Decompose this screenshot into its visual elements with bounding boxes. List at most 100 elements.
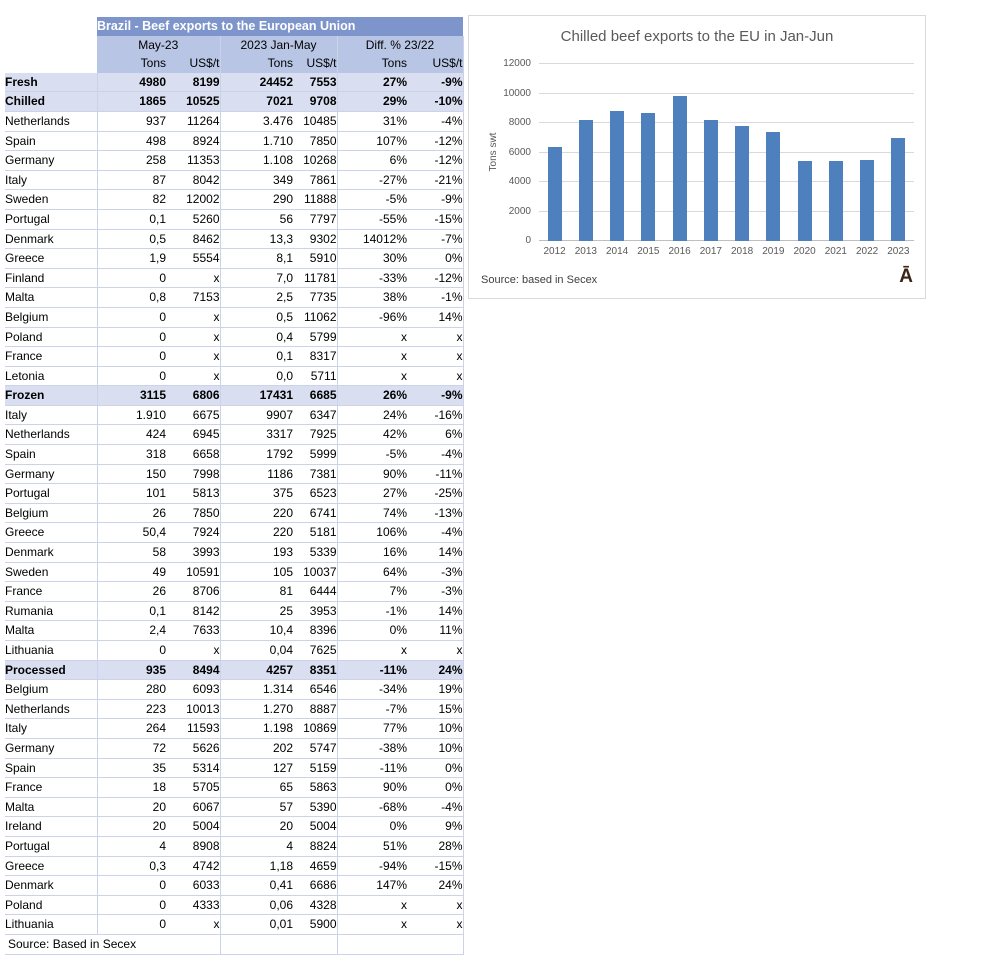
beef-exports-table: Brazil - Beef exports to the European Un… — [5, 17, 464, 955]
cell: 0,0 — [220, 366, 293, 387]
cell: 6347 — [293, 405, 338, 426]
cell: -94% — [337, 856, 407, 877]
cell: 29% — [337, 91, 407, 112]
cell: 2,4 — [97, 620, 166, 641]
row-label: Germany — [5, 150, 98, 171]
bar-slot — [852, 64, 883, 241]
cell: x — [407, 346, 464, 367]
x-tick-label: 2016 — [668, 246, 691, 257]
row-label: Portugal — [5, 836, 98, 857]
row-label: Spain — [5, 131, 98, 152]
cell: 1186 — [220, 464, 293, 485]
cell: 0% — [337, 620, 407, 641]
cell: 14% — [407, 601, 464, 622]
cell: 101 — [97, 483, 166, 504]
cell: 0,5 — [97, 229, 166, 250]
cell: 937 — [97, 111, 166, 132]
cell: 3115 — [97, 385, 166, 406]
bar-2016 — [672, 95, 687, 241]
cell: 11781 — [293, 268, 338, 289]
row-label: Spain — [5, 444, 98, 465]
x-tick-label: 2013 — [574, 246, 597, 257]
cell: 220 — [220, 503, 293, 524]
x-tick-label: 2021 — [824, 246, 847, 257]
cell: 14% — [407, 542, 464, 563]
row-label: Netherlands — [5, 111, 98, 132]
cell: 65 — [220, 777, 293, 798]
plot-area — [539, 63, 914, 241]
cell: 0 — [97, 875, 166, 896]
bar-2015 — [641, 112, 656, 241]
cell: 24452 — [220, 72, 293, 93]
table-row: Greece 0,3 4742 1,18 4659 -94% -15% — [5, 856, 464, 877]
cell: -16% — [407, 405, 464, 426]
row-label: Ireland — [5, 816, 98, 837]
section-row: Processed 935 8494 4257 8351 -11% 24% — [5, 660, 464, 681]
table-source-row: Source: Based in Secex — [5, 934, 464, 955]
y-tick-label: 0 — [525, 235, 531, 246]
cell: 0,1 — [97, 601, 166, 622]
bar-slot — [883, 64, 914, 241]
table-row: Ireland 20 5004 20 5004 0% 9% — [5, 816, 464, 837]
cell: 4742 — [166, 856, 221, 877]
cell: x — [166, 366, 221, 387]
row-label: Denmark — [5, 875, 98, 896]
table-row: Portugal 4 8908 4 8824 51% 28% — [5, 836, 464, 857]
cell: 5799 — [293, 327, 338, 348]
cell: -25% — [407, 483, 464, 504]
cell: 7625 — [293, 640, 338, 661]
cell: 20 — [97, 816, 166, 837]
cell: x — [166, 914, 221, 935]
cell: 5900 — [293, 914, 338, 935]
cell: 7553 — [293, 72, 338, 93]
cell: -27% — [337, 170, 407, 191]
cell: 8042 — [166, 170, 221, 191]
cell: 375 — [220, 483, 293, 504]
cell: 64% — [337, 562, 407, 583]
cell: -4% — [407, 111, 464, 132]
cell: 5711 — [293, 366, 338, 387]
row-label: France — [5, 581, 98, 602]
corner-glyph: Ā — [899, 266, 913, 287]
y-tick-label: 4000 — [508, 176, 531, 187]
cell: -12% — [407, 131, 464, 152]
bar-slot — [758, 64, 789, 241]
bar-2020 — [797, 160, 812, 241]
bar-2017 — [703, 120, 718, 241]
cell: 7797 — [293, 209, 338, 230]
cell: 0% — [407, 758, 464, 779]
cell: x — [166, 640, 221, 661]
cell: 9302 — [293, 229, 338, 250]
cell: 11264 — [166, 111, 221, 132]
cell: 9907 — [220, 405, 293, 426]
row-label: France — [5, 777, 98, 798]
table-row: France 26 8706 81 6444 7% -3% — [5, 581, 464, 602]
bar-slot — [539, 64, 570, 241]
cell: -11% — [407, 464, 464, 485]
blank-corner-cell — [5, 17, 97, 36]
cell: -11% — [337, 660, 407, 681]
row-label: Germany — [5, 738, 98, 759]
bar-slot — [664, 64, 695, 241]
bar-2018 — [735, 125, 750, 241]
cell: 14012% — [337, 229, 407, 250]
cell: 0% — [337, 816, 407, 837]
row-label: Germany — [5, 464, 98, 485]
cell: 57 — [220, 797, 293, 818]
cell: 0,41 — [220, 875, 293, 896]
table-row: Spain 35 5314 127 5159 -11% 0% — [5, 758, 464, 779]
cell: -21% — [407, 170, 464, 191]
cell: 18 — [97, 777, 166, 798]
row-label: Letonia — [5, 366, 98, 387]
cell: x — [407, 327, 464, 348]
cell: 5314 — [166, 758, 221, 779]
x-tick-label: 2014 — [606, 246, 629, 257]
gridline — [539, 181, 914, 182]
table-row: France 18 5705 65 5863 90% 0% — [5, 777, 464, 798]
table-row: Greece 1,9 5554 8,1 5910 30% 0% — [5, 248, 464, 269]
cell: 1,9 — [97, 248, 166, 269]
cell: x — [166, 346, 221, 367]
cell: 14% — [407, 307, 464, 328]
cell: 1.710 — [220, 131, 293, 152]
cell: 6806 — [166, 385, 221, 406]
